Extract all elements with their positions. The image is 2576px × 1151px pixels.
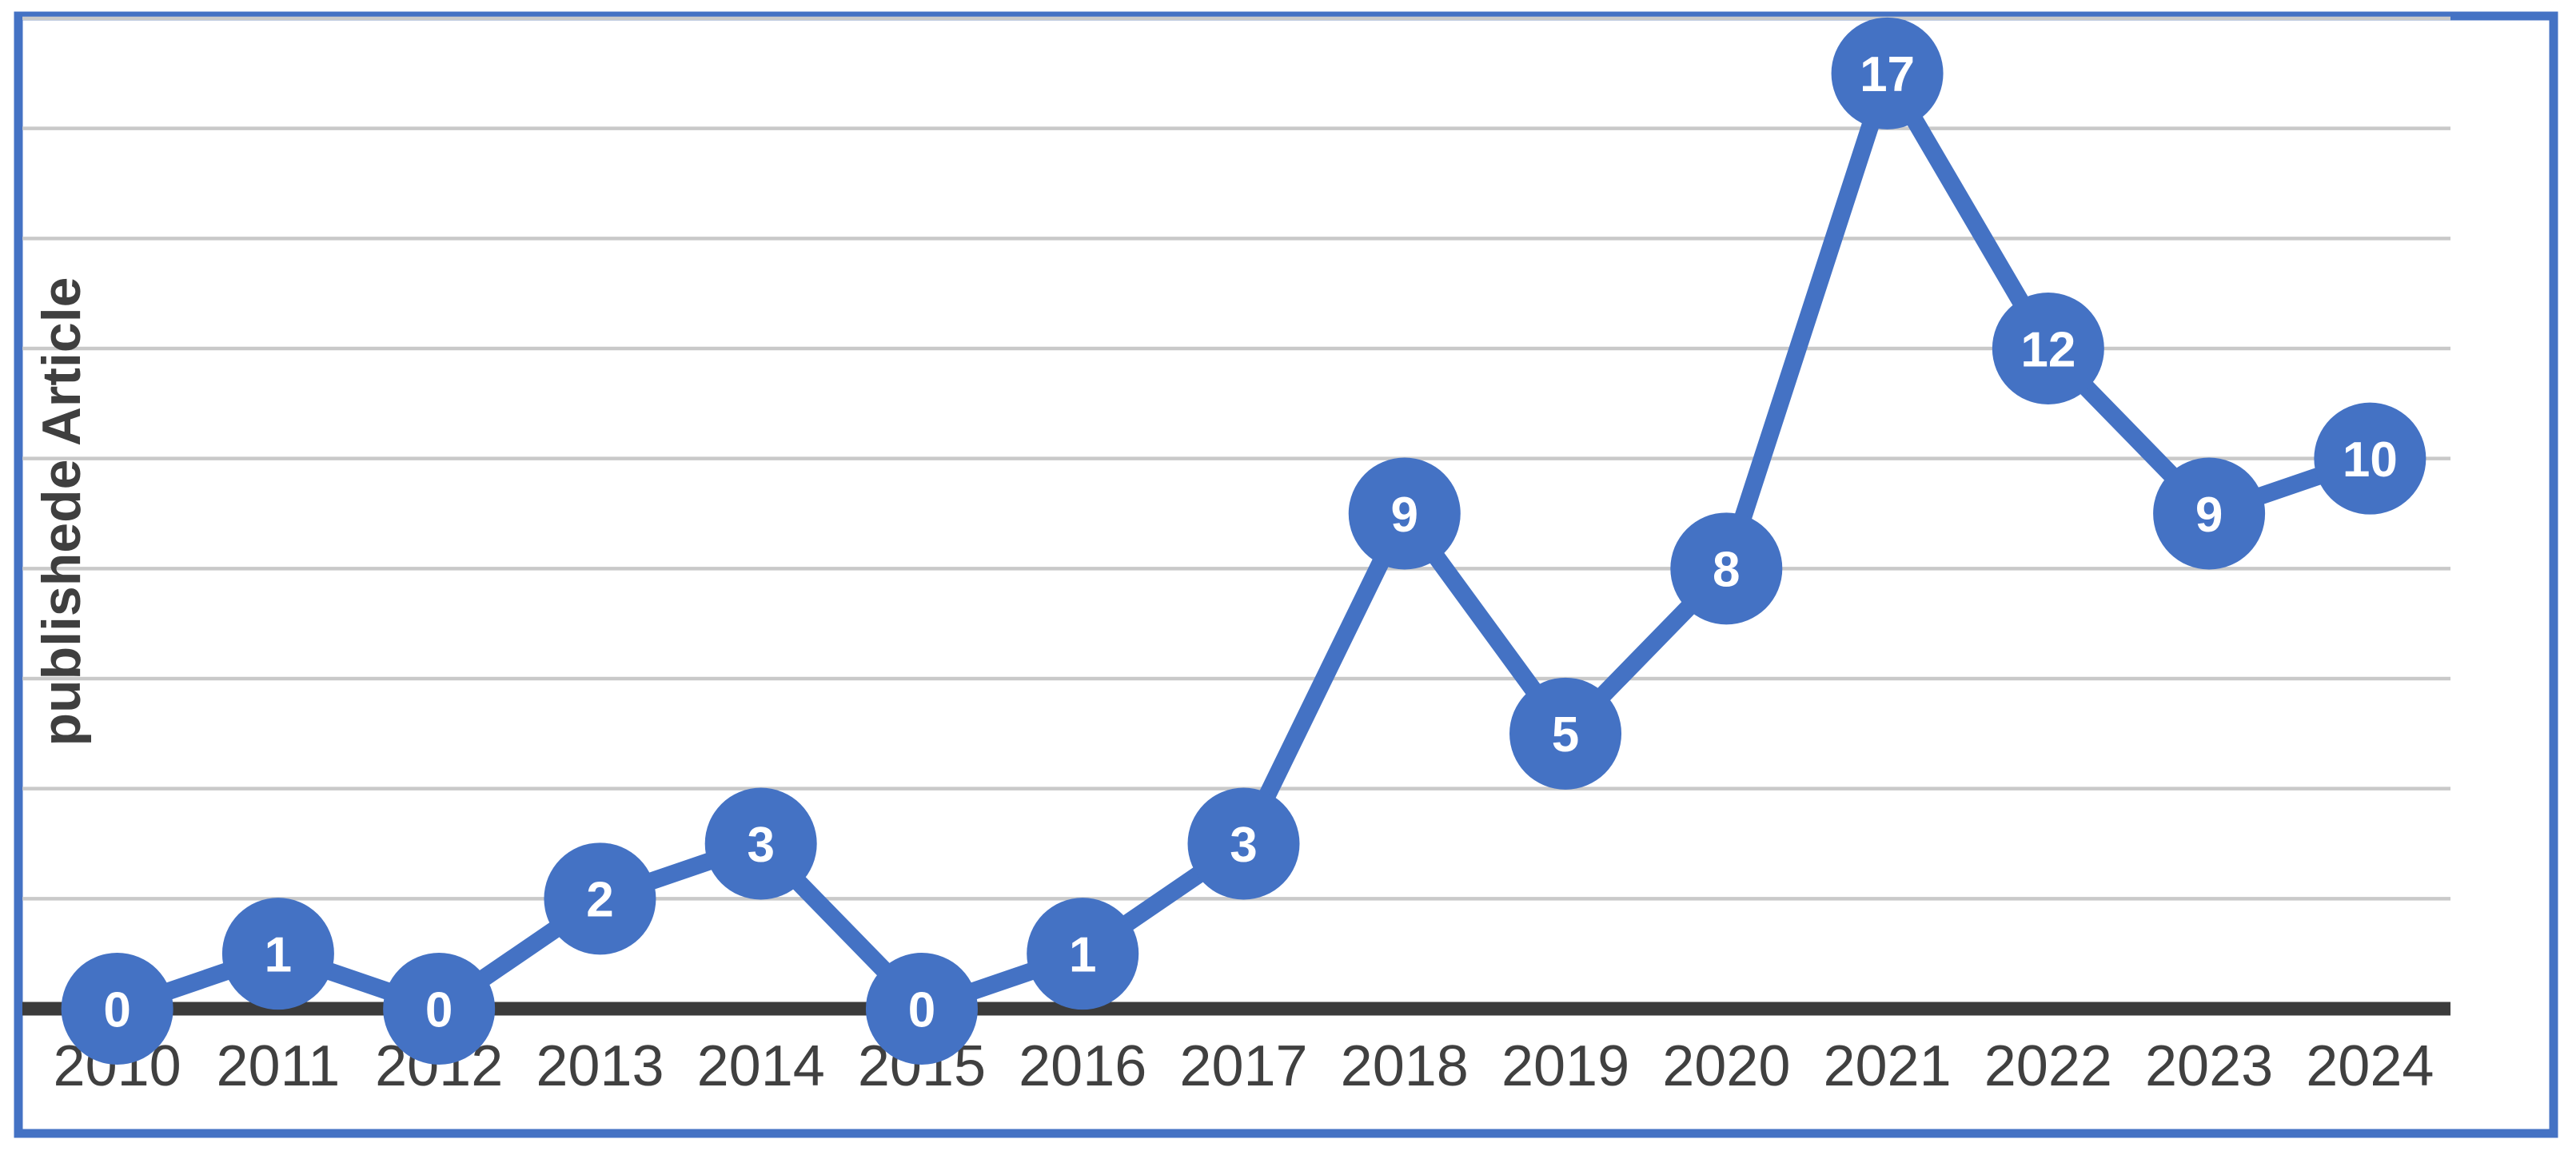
data-point-marker	[2153, 457, 2266, 570]
data-point-label: 17	[1860, 47, 1915, 102]
y-axis-title: publishede Article	[31, 277, 92, 747]
x-axis-label: 2014	[697, 1034, 825, 1098]
data-point-label: 9	[2195, 488, 2223, 543]
data-point-label: 1	[265, 927, 292, 982]
gridlines-group	[22, 16, 2450, 901]
data-point-marker	[865, 953, 978, 1065]
data-point-label: 0	[908, 982, 935, 1037]
data-point-label: 5	[1552, 707, 1579, 763]
x-axis-label: 2011	[216, 1034, 340, 1098]
data-point-marker	[1670, 512, 1783, 625]
data-point-marker	[1992, 293, 2104, 404]
data-point-marker	[221, 898, 334, 1010]
data-point-label: 0	[103, 982, 130, 1037]
data-point-marker	[61, 953, 173, 1065]
x-axis-label: 2023	[2145, 1034, 2273, 1098]
data-point-label: 0	[425, 982, 453, 1037]
data-point-marker	[2314, 402, 2426, 515]
data-point-label: 3	[1230, 818, 1257, 873]
x-axis-label: 2020	[1662, 1034, 1790, 1098]
x-axis-label: 2017	[1179, 1034, 1307, 1098]
data-point-marker	[1027, 898, 1139, 1010]
data-point-label: 9	[1391, 488, 1418, 543]
data-point-marker	[1509, 677, 1622, 790]
data-point-marker	[1187, 787, 1300, 900]
data-point-marker	[383, 953, 496, 1065]
x-axis-label: 2022	[1984, 1034, 2112, 1098]
data-point-label: 2	[586, 873, 613, 928]
x-axis-label: 2013	[536, 1034, 664, 1098]
x-axis-label: 2018	[1341, 1034, 1469, 1098]
chart-border	[14, 11, 2558, 1138]
x-axis-label: 2019	[1501, 1034, 1629, 1098]
data-point-label: 10	[2343, 432, 2398, 488]
x-axis-label: 2024	[2306, 1034, 2434, 1098]
data-point-label: 3	[747, 818, 774, 873]
data-point-marker	[704, 787, 817, 900]
data-point-marker	[1831, 17, 1944, 129]
data-point-label: 8	[1713, 543, 1740, 598]
data-point-label: 12	[2020, 322, 2076, 377]
x-axis-label: 2016	[1019, 1034, 1146, 1098]
data-point-marker	[544, 842, 656, 955]
data-point-marker	[1348, 457, 1461, 570]
data-point-label: 1	[1069, 927, 1096, 982]
x-axis-label: 2021	[1823, 1034, 1951, 1098]
